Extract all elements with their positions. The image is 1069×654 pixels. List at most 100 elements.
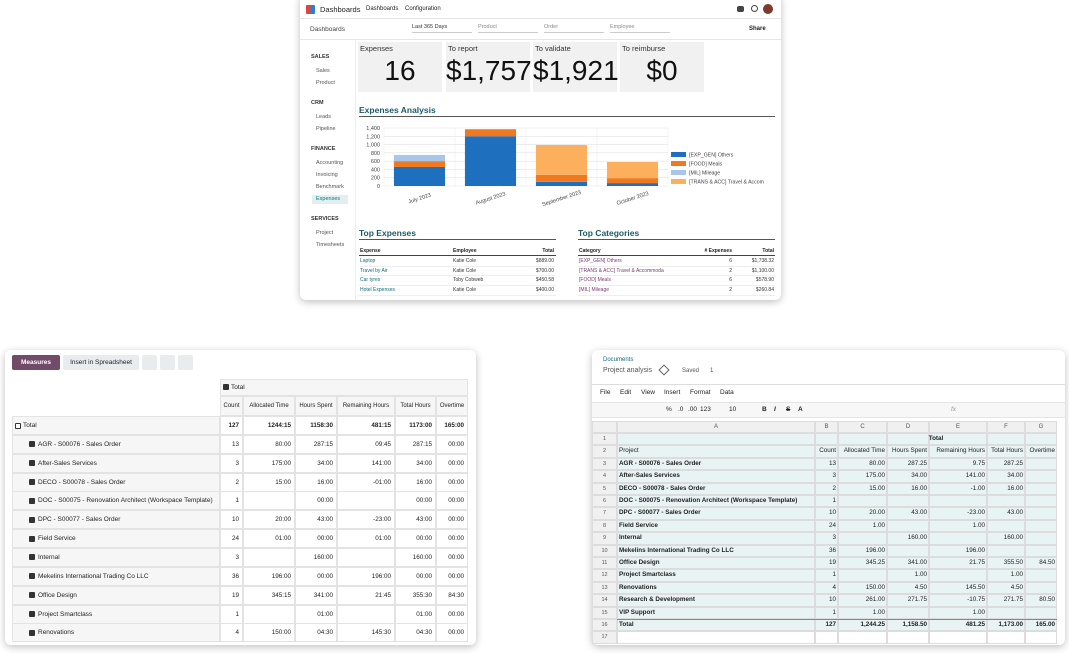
- cell[interactable]: Renovations: [619, 583, 657, 591]
- cell[interactable]: 4: [832, 583, 836, 591]
- expand-icon[interactable]: [29, 516, 35, 523]
- cell[interactable]: 13: [828, 459, 836, 467]
- toolbar-button[interactable]: .0: [678, 406, 684, 413]
- pivot-row-header[interactable]: AGR - S00076 - Sales Order: [12, 434, 220, 454]
- avatar[interactable]: [763, 4, 773, 14]
- expand-icon[interactable]: [29, 441, 35, 448]
- toolbar-button[interactable]: S: [786, 406, 791, 413]
- table-cell[interactable]: Travel by Air: [360, 267, 388, 274]
- cell[interactable]: 34.00: [911, 472, 927, 480]
- cell[interactable]: 84.50: [1039, 559, 1055, 566]
- cell[interactable]: 16.00: [1007, 484, 1023, 492]
- cell[interactable]: Project: [619, 447, 639, 455]
- expand-icon[interactable]: [29, 592, 35, 599]
- cell[interactable]: 16.00: [911, 484, 927, 492]
- cell[interactable]: AGR - S00076 - Sales Order: [619, 459, 702, 467]
- toolbar-button[interactable]: .00: [688, 406, 698, 413]
- cell[interactable]: 287.25: [907, 459, 927, 467]
- cell[interactable]: 1: [832, 571, 836, 579]
- menu-item[interactable]: Configuration: [405, 6, 441, 12]
- expand-icon[interactable]: [29, 460, 35, 467]
- toolbar-button[interactable]: B: [762, 406, 767, 413]
- icon-button[interactable]: [178, 355, 193, 370]
- menu-item[interactable]: Dashboards: [366, 6, 399, 12]
- toolbar-button[interactable]: %: [666, 406, 672, 413]
- menu-item[interactable]: Format: [690, 389, 711, 396]
- cell[interactable]: After-Sales Services: [619, 472, 680, 480]
- cell[interactable]: 196.00: [965, 546, 985, 554]
- sidebar-item[interactable]: Expenses: [312, 195, 348, 204]
- row-header[interactable]: 17: [592, 631, 617, 644]
- cell[interactable]: 80.00: [869, 459, 885, 467]
- row-header[interactable]: 2: [592, 445, 617, 458]
- icon[interactable]: [751, 5, 758, 12]
- cell[interactable]: 4.50: [914, 583, 927, 591]
- row-header[interactable]: 5: [592, 482, 617, 495]
- sidebar-item[interactable]: Accounting: [316, 160, 344, 166]
- sidebar-item[interactable]: Pipeline: [316, 126, 336, 132]
- row-header[interactable]: 4: [592, 470, 617, 483]
- table-cell[interactable]: [MIL] Mileage: [579, 287, 610, 294]
- menu-item[interactable]: Insert: [664, 389, 681, 396]
- cell[interactable]: Overtime: [1029, 447, 1055, 455]
- app-name[interactable]: Dashboards: [320, 5, 361, 14]
- pivot-row-header[interactable]: Total: [12, 416, 220, 435]
- cell[interactable]: 80.50: [1039, 596, 1055, 604]
- row-header[interactable]: 3: [592, 457, 617, 471]
- icon-button[interactable]: [142, 355, 157, 370]
- row-header[interactable]: 15: [592, 606, 617, 619]
- pivot-row-header[interactable]: DPC - S00077 - Sales Order: [12, 510, 220, 530]
- cell[interactable]: 355.50: [1003, 559, 1023, 566]
- expand-icon[interactable]: [15, 422, 21, 429]
- sidebar-item[interactable]: Timesheets: [316, 242, 345, 248]
- cell[interactable]: -10.75: [967, 596, 985, 604]
- cell[interactable]: 43.00: [911, 509, 927, 517]
- row-header[interactable]: 11: [592, 557, 617, 570]
- pivot-row-header[interactable]: DOC - S00075 - Renovation Architect (Wor…: [12, 491, 220, 511]
- pivot-row-header[interactable]: Project Smartclass: [12, 604, 220, 624]
- cell[interactable]: 287.25: [1003, 459, 1023, 467]
- cell[interactable]: -1.00: [970, 484, 985, 492]
- cell[interactable]: 271.75: [1003, 596, 1023, 604]
- cell[interactable]: Project Smartclass: [619, 571, 676, 579]
- cell[interactable]: Total: [619, 621, 634, 628]
- cell[interactable]: Total Hours: [991, 447, 1023, 455]
- breadcrumb[interactable]: Dashboards: [310, 26, 346, 33]
- share[interactable]: Share: [749, 26, 766, 32]
- cell[interactable]: 1,244.25: [860, 621, 885, 628]
- cell[interactable]: Count: [819, 447, 836, 455]
- cell[interactable]: Field Service: [619, 521, 658, 529]
- table-cell[interactable]: [FOOD] Meals: [579, 277, 611, 284]
- kpi-card[interactable]: To report $1,757: [446, 42, 532, 92]
- cell[interactable]: -23.00: [967, 509, 985, 517]
- cell[interactable]: 1.00: [1010, 571, 1023, 579]
- kpi-card[interactable]: To validate $1,921: [533, 42, 619, 92]
- pivot-row-header[interactable]: DECO - S00078 - Sales Order: [12, 472, 220, 492]
- cell[interactable]: 24: [828, 521, 836, 529]
- table-cell[interactable]: Car tyres: [360, 277, 381, 284]
- pivot-row-header[interactable]: Field Service: [12, 529, 220, 549]
- row-header[interactable]: 16: [592, 619, 617, 632]
- cell[interactable]: 341.00: [907, 559, 927, 566]
- toolbar-button[interactable]: I: [774, 406, 776, 413]
- sidebar-item[interactable]: Sales: [316, 68, 330, 74]
- cell[interactable]: 20.00: [869, 509, 885, 517]
- pivot-header-group[interactable]: Total: [220, 379, 468, 396]
- expand-icon[interactable]: [29, 611, 35, 617]
- pivot-row-header[interactable]: Renovations: [12, 623, 220, 643]
- cell[interactable]: 3: [832, 534, 836, 542]
- column-header[interactable]: A: [617, 421, 815, 433]
- menu-item[interactable]: Edit: [620, 389, 632, 396]
- cell[interactable]: 1.00: [872, 608, 885, 616]
- expand-icon[interactable]: [29, 554, 35, 561]
- cell[interactable]: 160.00: [1003, 534, 1023, 542]
- table-cell[interactable]: Laptop: [360, 258, 376, 264]
- cell[interactable]: 150.00: [865, 583, 885, 591]
- cell[interactable]: 21.75: [969, 559, 985, 566]
- column-header[interactable]: C: [838, 421, 887, 433]
- cell[interactable]: 345.25: [865, 559, 885, 566]
- cell[interactable]: 1.00: [972, 608, 985, 616]
- cell[interactable]: 3: [832, 472, 836, 480]
- filter[interactable]: Product: [478, 24, 538, 33]
- row-header[interactable]: 7: [592, 507, 617, 520]
